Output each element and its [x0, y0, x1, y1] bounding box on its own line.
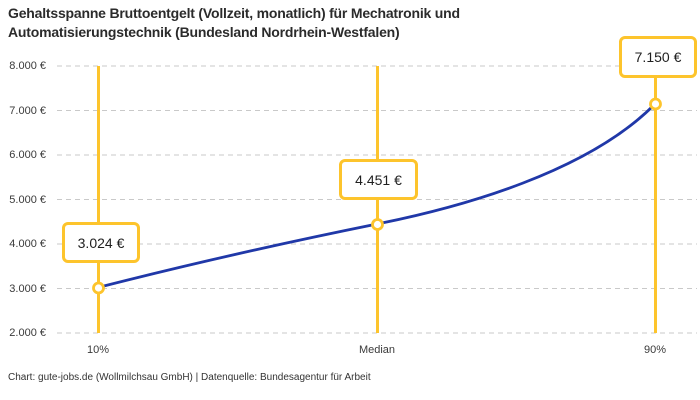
y-tick-label-6000: 6.000 € — [9, 149, 46, 161]
data-point-90pct — [649, 97, 662, 111]
y-tick-label-5000: 5.000 € — [9, 193, 46, 206]
value-box-90pct: 7.150 € — [619, 36, 697, 78]
source-note: Chart: gute-jobs.de (Wollmilchsau GmbH) … — [8, 372, 371, 383]
y-tick-label-2000: 2.000 € — [9, 327, 46, 339]
y-tick-label-8000: 8.000 € — [9, 60, 46, 72]
chart-title: Gehaltsspanne Bruttoentgelt (Vollzeit, m… — [8, 5, 460, 40]
data-point-10pct — [92, 281, 105, 295]
value-box-10pct: 3.024 € — [62, 222, 140, 263]
value-label-median: 4.451 € — [355, 171, 402, 188]
y-tick-label-7000: 7.000 € — [9, 104, 46, 117]
data-point-median — [371, 218, 384, 231]
value-label-90pct: 7.150 € — [634, 49, 682, 65]
data-points — [92, 97, 662, 295]
x-tick-label-90pct: 90% — [643, 344, 667, 356]
x-tick-label-median: Median — [358, 344, 396, 356]
x-tick-label-10pct: 10% — [86, 344, 110, 356]
value-box-median: 4.451 € — [339, 159, 418, 200]
value-label-10pct: 3.024 € — [77, 234, 125, 251]
y-tick-label-4000: 4.000 € — [9, 238, 46, 250]
y-tick-label-3000: 3.000 € — [9, 282, 46, 295]
